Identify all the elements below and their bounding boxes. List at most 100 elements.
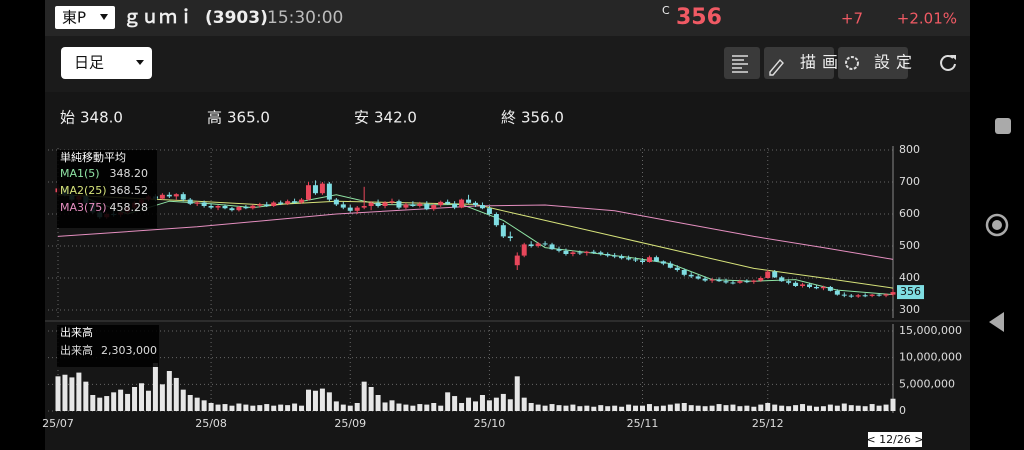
candle-body — [452, 203, 458, 208]
volume-bar — [159, 384, 165, 411]
volume-bar — [264, 404, 270, 411]
x-tick-label: 25/12 — [752, 417, 784, 430]
candle-body — [820, 286, 826, 289]
y-tick-label: 600 — [899, 207, 920, 220]
draw-label: 描画 — [800, 53, 844, 72]
volume-bar — [549, 404, 555, 411]
volume-bar — [152, 363, 158, 411]
volume-bar — [563, 405, 569, 411]
ohlc-value: 365.0 — [227, 109, 270, 127]
volume-bar — [535, 404, 541, 411]
y-tick-label: 15,000,000 — [899, 324, 962, 337]
candle-body — [389, 201, 395, 203]
candle-body — [159, 194, 165, 199]
candle-body — [793, 282, 799, 286]
candle-body — [563, 250, 569, 254]
candle-body — [549, 244, 555, 250]
y-tick-label: 800 — [899, 143, 920, 156]
candle-body — [257, 204, 263, 206]
candle-body — [326, 183, 332, 200]
last-price: 356 — [900, 285, 921, 298]
icon — [950, 55, 956, 60]
candle-body — [591, 251, 597, 253]
candle-body — [438, 201, 444, 206]
candle-body — [834, 290, 840, 295]
x-tick-label: 25/07 — [42, 417, 74, 430]
nav-back[interactable] — [989, 312, 1004, 332]
volume-bar — [709, 405, 715, 411]
candle-body — [424, 203, 430, 210]
volume-bar — [646, 404, 652, 411]
volume-bar — [479, 395, 485, 411]
candle-body — [702, 278, 708, 281]
chart-area — [45, 92, 970, 450]
candle-body — [640, 260, 645, 262]
candle-body — [723, 281, 729, 283]
volume-bar — [591, 406, 597, 411]
volume-bar — [201, 400, 207, 411]
volume-bar — [758, 404, 764, 411]
nav-recent[interactable] — [995, 118, 1011, 134]
volume-bar — [466, 397, 472, 411]
market-select[interactable] — [55, 6, 115, 29]
candle-body — [570, 252, 576, 254]
refresh-button[interactable] — [940, 55, 956, 71]
indicator-button[interactable] — [724, 47, 760, 79]
volume-bar — [319, 388, 325, 411]
y-tick-label: 300 — [899, 303, 920, 316]
volume-bar — [452, 396, 458, 411]
cursor-label: < 12/26 > — [866, 433, 923, 446]
volume-bar — [486, 400, 492, 411]
nav-home[interactable] — [985, 213, 1009, 237]
candle-body — [542, 243, 548, 245]
period-select[interactable] — [61, 47, 152, 79]
candle-body — [250, 205, 256, 209]
volume-bar — [69, 377, 75, 411]
volume-bar — [556, 405, 562, 411]
volume-bar — [751, 406, 757, 411]
volume-bar — [278, 404, 284, 411]
volume-bar — [215, 404, 221, 411]
settings-label: 設定 — [874, 53, 918, 72]
volume-bar — [424, 404, 430, 411]
volume-bar — [285, 405, 291, 411]
volume-bar — [716, 404, 722, 411]
candle-body — [459, 199, 465, 208]
candle-body — [807, 284, 812, 287]
candle-body — [271, 202, 277, 206]
candle-body — [813, 286, 819, 289]
candle-body — [347, 207, 353, 211]
volume-bar — [730, 404, 736, 411]
volume-bar — [410, 405, 416, 411]
volume-bar — [674, 403, 680, 411]
candle-body — [368, 202, 374, 206]
volume-bar — [243, 404, 249, 411]
candle-body — [876, 294, 882, 296]
x-tick-label: 25/09 — [334, 417, 366, 430]
ma-line — [57, 194, 894, 289]
draw-button[interactable] — [764, 47, 834, 79]
volume-bar — [118, 389, 124, 411]
settings-button[interactable] — [838, 47, 908, 79]
volume-bar — [417, 404, 423, 411]
volume-bar — [612, 405, 618, 411]
ma-line — [57, 204, 894, 260]
volume-bar — [493, 397, 499, 411]
candle-body — [786, 281, 792, 283]
candle-body — [855, 295, 861, 297]
volume-bar — [326, 392, 332, 411]
nav-home-dot — [992, 220, 1002, 230]
candle-body — [194, 202, 200, 204]
volume-bar — [236, 403, 242, 411]
volume-bar — [354, 403, 360, 411]
candle-body — [500, 225, 506, 237]
stock-code: (3903) — [205, 8, 268, 28]
candle-body — [222, 206, 228, 209]
volume-bar — [361, 381, 367, 411]
icon — [845, 56, 859, 70]
candle-body — [577, 252, 583, 254]
candle-body — [521, 244, 527, 256]
volume-bar — [514, 376, 520, 411]
volume-bar — [194, 397, 200, 411]
icon — [732, 55, 748, 73]
